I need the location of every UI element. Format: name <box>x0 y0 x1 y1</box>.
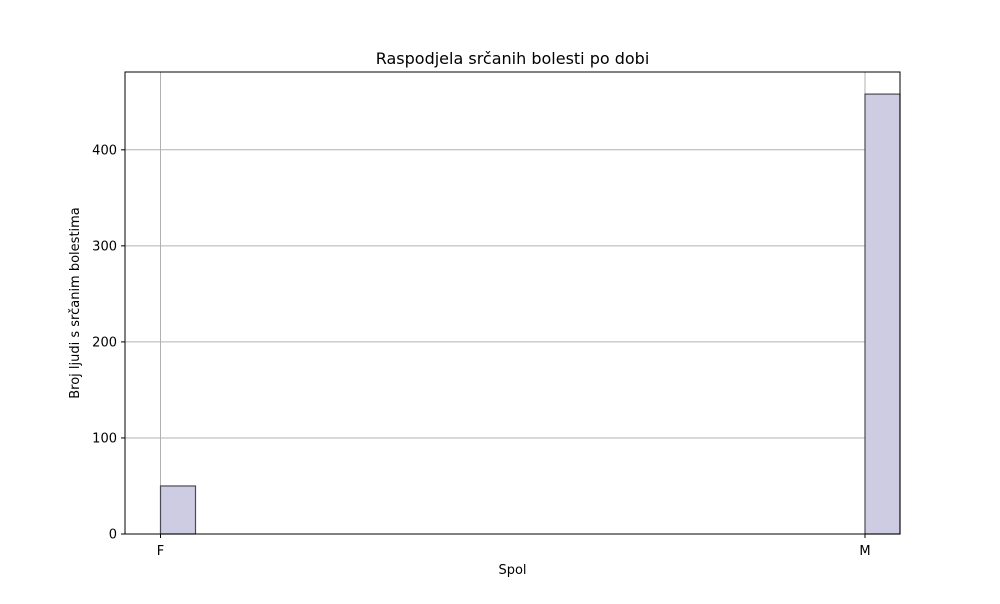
chart-title: Raspodjela srčanih bolesti po dobi <box>376 49 650 68</box>
y-tick-label: 200 <box>92 335 117 350</box>
x-tick-label: M <box>859 544 870 559</box>
ticks-layer: 0 100 200 300 400 F M <box>92 143 870 559</box>
y-axis-label: Broj ljudi s srčanim bolestima <box>68 207 83 399</box>
y-tick-label: 300 <box>92 239 117 254</box>
y-tick-label: 400 <box>92 143 117 158</box>
bar-F <box>159 485 197 535</box>
x-tick-label: F <box>157 544 164 559</box>
plot-frame <box>124 71 901 535</box>
x-axis-label: Spol <box>498 563 526 578</box>
y-tick-label: 0 <box>109 528 117 543</box>
y-tick-label: 100 <box>92 431 117 446</box>
bar-M <box>864 93 901 535</box>
